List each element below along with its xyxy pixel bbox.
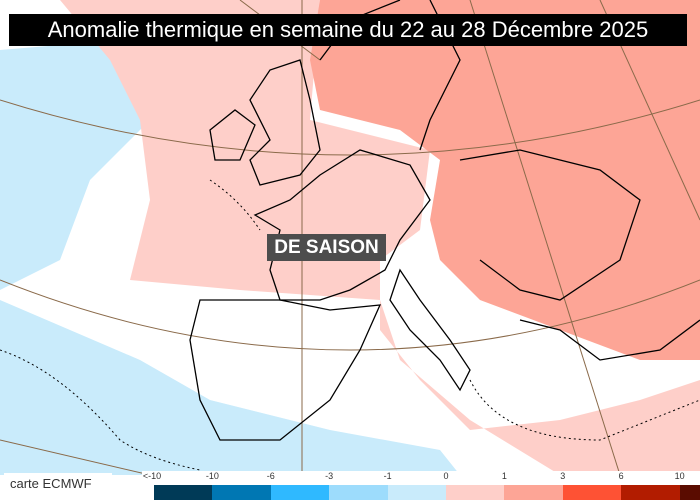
- source-credit: carte ECMWF: [4, 473, 112, 495]
- legend-label: -3: [325, 471, 334, 481]
- legend-label: 10: [674, 471, 685, 481]
- legend-label: 6: [618, 471, 624, 481]
- cold-anomaly-atlantic: [0, 40, 150, 290]
- legend-swatch: [679, 485, 700, 500]
- region-anomaly-label: DE SAISON: [267, 234, 386, 261]
- legend-label: 1: [501, 471, 507, 481]
- map-title: Anomalie thermique en semaine du 22 au 2…: [9, 14, 687, 46]
- legend-swatch: [562, 485, 622, 500]
- legend-swatch: [446, 485, 505, 500]
- legend-swatch: [504, 485, 563, 500]
- legend-label: 0: [443, 471, 449, 481]
- legend-label: -10: [205, 471, 219, 481]
- color-legend: <-10 -10 -6 -3 -1 0 1 3 6 10: [142, 471, 700, 500]
- coastlines: [189, 0, 700, 441]
- legend-label: -1: [383, 471, 392, 481]
- graticule: [0, 0, 700, 476]
- legend-swatch: [387, 485, 446, 500]
- warm-anomaly-east: [310, 0, 700, 360]
- legend-swatch: [621, 485, 680, 500]
- cold-anomaly-iberia: [0, 300, 460, 475]
- legend-swatch: [154, 485, 213, 500]
- legend-label: -6: [266, 471, 275, 481]
- legend-label: <-10: [142, 471, 162, 481]
- legend-swatch: [212, 485, 271, 500]
- legend-swatch: [270, 485, 330, 500]
- legend-swatch: [329, 485, 388, 500]
- contour-lines: [0, 179, 700, 471]
- legend-label: 3: [560, 471, 566, 481]
